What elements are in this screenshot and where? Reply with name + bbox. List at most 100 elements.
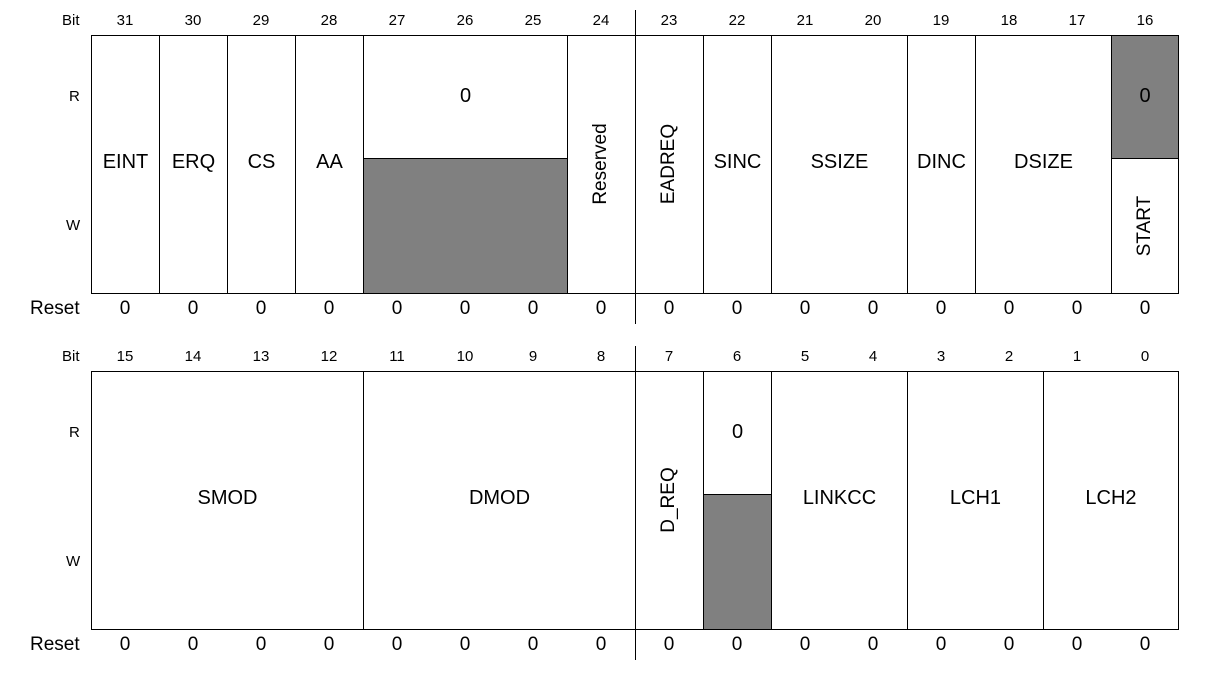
write-label-lower: W xyxy=(66,553,81,570)
reset-value: 0 xyxy=(187,298,199,319)
read-write-divider xyxy=(363,158,568,159)
reset-value: 0 xyxy=(1139,298,1151,319)
field-sinc xyxy=(703,35,772,294)
field-erq-label: ERQ xyxy=(171,151,216,173)
field-linkcc-label: LINKCC xyxy=(802,487,877,509)
bit-number: 5 xyxy=(800,348,810,365)
bit-number: 31 xyxy=(116,12,134,29)
reset-value: 0 xyxy=(595,298,607,319)
field-dsize-label: DSIZE xyxy=(1014,151,1073,173)
reset-value: 0 xyxy=(187,634,199,655)
bit6-write-shade xyxy=(704,495,771,629)
bit-number: 9 xyxy=(528,348,538,365)
reset-value: 0 xyxy=(1071,298,1083,319)
reset-value: 0 xyxy=(935,634,947,655)
field-aa-label: AA xyxy=(316,151,343,173)
reset-value: 0 xyxy=(867,634,879,655)
reset-value: 0 xyxy=(731,298,743,319)
field-lch1-label: LCH1 xyxy=(949,487,1002,509)
bit-number: 7 xyxy=(664,348,674,365)
field-lch2 xyxy=(1043,371,1179,630)
bit-number: 2 xyxy=(1004,348,1014,365)
reset-value: 0 xyxy=(595,634,607,655)
field-lch1 xyxy=(907,371,1044,630)
halfword-divider-lower xyxy=(635,346,636,660)
reset-value: 0 xyxy=(459,298,471,319)
bit-number: 24 xyxy=(592,12,610,29)
read-label-upper: R xyxy=(69,88,80,105)
reset-value: 0 xyxy=(1003,298,1015,319)
field-lch2-label: LCH2 xyxy=(1085,487,1137,509)
bit-number: 15 xyxy=(116,348,134,365)
bit-number: 26 xyxy=(456,12,474,29)
reset-value: 0 xyxy=(799,634,811,655)
field-sinc-label: SINC xyxy=(713,151,762,173)
bit-number: 14 xyxy=(184,348,202,365)
bit-number: 10 xyxy=(456,348,474,365)
bit-number: 17 xyxy=(1068,12,1086,29)
bit-number: 30 xyxy=(184,12,202,29)
reset-value: 0 xyxy=(731,634,743,655)
field-cs-label: CS xyxy=(247,151,276,173)
bit-number: 8 xyxy=(596,348,606,365)
bit-number: 27 xyxy=(388,12,406,29)
reset-value: 0 xyxy=(119,634,131,655)
bit-number: 3 xyxy=(936,348,946,365)
reset-value: 0 xyxy=(255,634,267,655)
reserved-read-value: 0 xyxy=(459,85,472,107)
reset-value: 0 xyxy=(255,298,267,319)
start-read-write-divider xyxy=(1111,158,1179,159)
reset-value: 0 xyxy=(663,634,675,655)
reset-value: 0 xyxy=(459,634,471,655)
bit-number: 6 xyxy=(732,348,742,365)
bit-number: 23 xyxy=(660,12,678,29)
reset-value: 0 xyxy=(527,634,539,655)
bit-number: 29 xyxy=(252,12,270,29)
reset-value: 0 xyxy=(799,298,811,319)
bit-number: 22 xyxy=(728,12,746,29)
halfword-divider-upper xyxy=(635,10,636,324)
bit-number: 19 xyxy=(932,12,950,29)
bit-label-upper: Bit xyxy=(62,12,80,29)
reset-value: 0 xyxy=(935,298,947,319)
field-reserved-24-label: Reserved xyxy=(590,123,611,205)
field-reserved-24 xyxy=(567,35,636,294)
reset-value: 0 xyxy=(391,634,403,655)
bit-number: 1 xyxy=(1072,348,1082,365)
reset-value: 0 xyxy=(1139,634,1151,655)
bit-number: 11 xyxy=(389,348,405,365)
field-eint xyxy=(91,35,160,294)
bit-number: 20 xyxy=(864,12,882,29)
field-start-label: START xyxy=(1134,195,1155,257)
bit-number: 16 xyxy=(1136,12,1154,29)
field-dsize xyxy=(975,35,1112,294)
reset-value: 0 xyxy=(323,298,335,319)
field-eadreq-label: EADREQ xyxy=(658,123,679,205)
field-linkcc xyxy=(771,371,908,630)
bit-number: 25 xyxy=(524,12,542,29)
reset-value: 0 xyxy=(1071,634,1083,655)
reset-value: 0 xyxy=(119,298,131,319)
field-dmod-label: DMOD xyxy=(468,487,531,509)
reserved-write-shade xyxy=(364,159,567,293)
bit-number: 0 xyxy=(1140,348,1150,365)
field-eint-label: EINT xyxy=(102,151,149,173)
reset-value: 0 xyxy=(663,298,675,319)
bit-number: 4 xyxy=(868,348,878,365)
reset-value: 0 xyxy=(527,298,539,319)
field-ssize-label: SSIZE xyxy=(810,151,869,173)
reset-label-lower: Reset xyxy=(30,634,80,655)
bit6-read-value: 0 xyxy=(731,421,744,443)
field-erq xyxy=(159,35,228,294)
bit-number: 28 xyxy=(320,12,338,29)
reset-value: 0 xyxy=(867,298,879,319)
field-ssize xyxy=(771,35,908,294)
bit-label-lower: Bit xyxy=(62,348,80,365)
start-read-value: 0 xyxy=(1139,85,1151,107)
bit-number: 18 xyxy=(1000,12,1018,29)
field-smod-label: SMOD xyxy=(197,487,258,509)
reset-value: 0 xyxy=(323,634,335,655)
reset-value: 0 xyxy=(391,298,403,319)
reset-value: 0 xyxy=(1003,634,1015,655)
bit-number: 13 xyxy=(252,348,270,365)
